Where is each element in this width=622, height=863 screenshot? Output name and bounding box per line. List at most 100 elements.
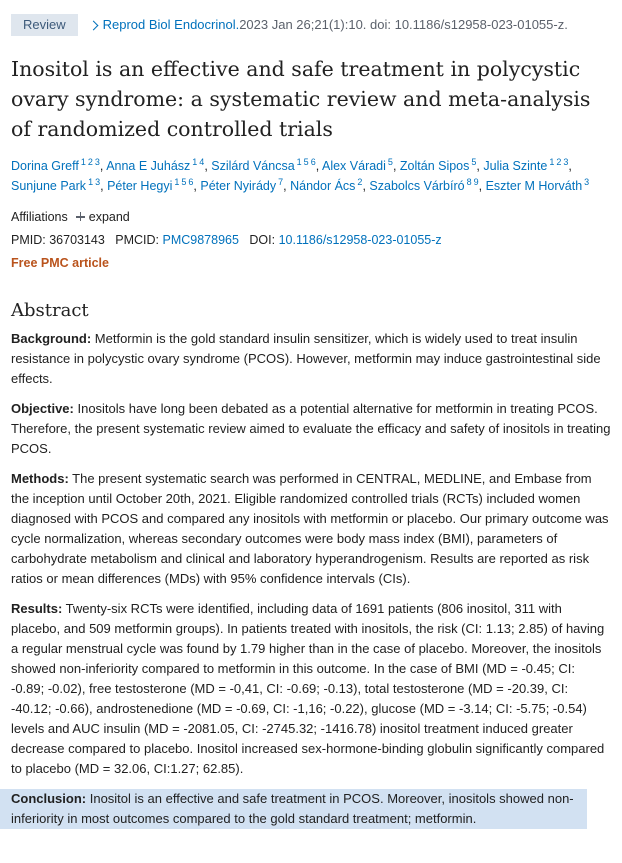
author: Dorina Greff 1 2 3, [11, 157, 104, 173]
separator: , [99, 159, 104, 173]
affiliation-refs: 5 [469, 157, 476, 167]
citation: 2023 Jan 26;21(1):10. doi: 10.1186/s1295… [239, 17, 568, 32]
affiliation-refs: 2 [355, 177, 362, 187]
separator: , [283, 179, 287, 193]
affiliation-ref[interactable]: 8 [466, 176, 472, 187]
abstract-section: Results: Twenty-six RCTs were identified… [11, 599, 611, 779]
affiliation-ref[interactable]: 2 [357, 176, 363, 187]
affiliation-ref[interactable]: 6 [310, 156, 316, 167]
authors: Dorina Greff 1 2 3, Anna E Juhász 1 4, Szilár… [11, 156, 611, 196]
author: Szabolcs Várbíró 8 9, [369, 177, 483, 193]
affiliations-label: Affiliations [11, 210, 68, 224]
separator: , [100, 179, 104, 193]
doi-link[interactable]: 10.1186/s12958-023-01055-z [278, 233, 442, 247]
expand[interactable]: expand [88, 210, 130, 224]
section-label: Background: [11, 331, 92, 346]
abstract-heading: Abstract [11, 300, 89, 321]
pmcid-link[interactable]: PMC9878965 [162, 233, 239, 247]
author: Sunjune Park 1 3, [11, 177, 104, 193]
author-name[interactable]: Péter Nyirády [200, 179, 277, 193]
affiliation-refs: 5 [386, 157, 393, 167]
author-name[interactable]: Szilárd Váncsa [211, 159, 295, 173]
section-label: Conclusion: [11, 791, 87, 806]
article: Review Reprod Biol Endocrinol. 2023 Jan … [0, 14, 622, 829]
author: Nándor Ács 2, [290, 177, 366, 193]
affiliation-ref[interactable]: 1 [88, 176, 94, 187]
pmid: 36703143 [49, 233, 105, 247]
chevron-icon [88, 20, 99, 30]
separator: , [568, 159, 572, 173]
section-text: Twenty-six RCTs were identified, includi… [11, 601, 605, 776]
section-text: Inositols have long been debated as a po… [11, 401, 611, 456]
affiliation-ref[interactable]: 2 [556, 156, 562, 167]
author-name[interactable]: Péter Hegyi [107, 179, 173, 193]
affiliation-ref[interactable]: 2 [87, 156, 93, 167]
abstract-section: Methods: The present systematic search w… [11, 469, 611, 589]
separator: , [193, 179, 197, 193]
author: Julia Szinte 1 2 3, [483, 157, 572, 173]
affiliation-ref[interactable]: 5 [181, 176, 187, 187]
affiliation-ref[interactable]: 1 [174, 176, 180, 187]
affiliation-ref[interactable]: 3 [95, 176, 101, 187]
meta: Affiliations expand PMID: 36703143 PMCID:… [11, 206, 611, 275]
affiliation-ref[interactable]: 1 [192, 156, 198, 167]
affiliation-ref[interactable]: 4 [199, 156, 205, 167]
page: Review Reprod Biol Endocrinol. 2023 Jan … [0, 14, 622, 863]
header: Review Reprod Biol Endocrinol. 2023 Jan … [11, 14, 611, 36]
affiliation-ref[interactable]: 1 [80, 156, 86, 167]
separator: , [478, 179, 483, 193]
affiliation-ref[interactable]: 3 [94, 156, 100, 167]
affiliation-ref[interactable]: 1 [296, 156, 302, 167]
affiliation-refs: 7 [276, 177, 283, 187]
affiliation-ref[interactable]: 7 [278, 176, 284, 187]
affiliation-ref[interactable]: 5 [471, 156, 477, 167]
section-label: Results: [11, 601, 63, 616]
separator: , [476, 159, 480, 173]
separator: , [362, 179, 366, 193]
author: Alex Váradi 5, [321, 157, 397, 173]
doi-label: DOI: [249, 233, 276, 247]
affiliation-ref[interactable]: 1 [549, 156, 555, 167]
separator: , [315, 159, 320, 173]
section-text: Inositol is an effective and safe treatm… [11, 791, 574, 826]
author-name[interactable]: Julia Szinte [483, 159, 548, 173]
affiliation-ref[interactable]: 3 [563, 156, 569, 167]
abstract: Background: Metformin is the gold standa… [0, 329, 611, 829]
author: Eszter M Horváth 3 [485, 176, 590, 193]
badge: Review [11, 14, 78, 36]
author-name[interactable]: Anna E Juhász [106, 159, 191, 173]
author: Zoltán Sipos 5, [399, 157, 480, 173]
affiliation-ref[interactable]: 6 [188, 176, 194, 187]
title: Inositol is an effective and safe treatm… [11, 57, 591, 141]
affiliation-ref[interactable]: 5 [303, 156, 309, 167]
author-name[interactable]: Zoltán Sipos [399, 159, 470, 173]
free-pmc[interactable]: Free PMC article [11, 256, 109, 270]
abstract-section: Conclusion: Inositol is an effective and… [0, 789, 587, 829]
author-name[interactable]: Dorina Greff [11, 159, 79, 173]
affiliations-row: Affiliations expand [11, 206, 611, 229]
author-name[interactable]: Nándor Ács [290, 179, 356, 193]
separator: , [392, 159, 397, 173]
author-name[interactable]: Alex Váradi [321, 159, 386, 173]
ids-row: PMID: 36703143 PMCID: PMC9878965 DOI: 10… [11, 229, 611, 252]
author: Péter Nyirády 7, [200, 177, 287, 193]
journal-link[interactable]: Reprod Biol Endocrinol. [102, 17, 240, 32]
author-name[interactable]: Eszter M Horváth [485, 179, 583, 193]
author-name[interactable]: Szabolcs Várbíró [369, 179, 465, 193]
plus-icon[interactable] [75, 212, 85, 221]
author: Anna E Juhász 1 4, [106, 156, 208, 173]
section-label: Objective: [11, 401, 74, 416]
affiliation-ref[interactable]: 3 [584, 176, 590, 187]
affiliation-ref[interactable]: 9 [473, 176, 479, 187]
affiliation-ref[interactable]: 5 [387, 156, 393, 167]
author: Péter Hegyi 1 5 6, [107, 177, 197, 193]
pmid-label: PMID: [11, 233, 46, 247]
author-name[interactable]: Sunjune Park [11, 179, 87, 193]
section-text: Metformin is the gold standard insulin s… [11, 331, 601, 386]
